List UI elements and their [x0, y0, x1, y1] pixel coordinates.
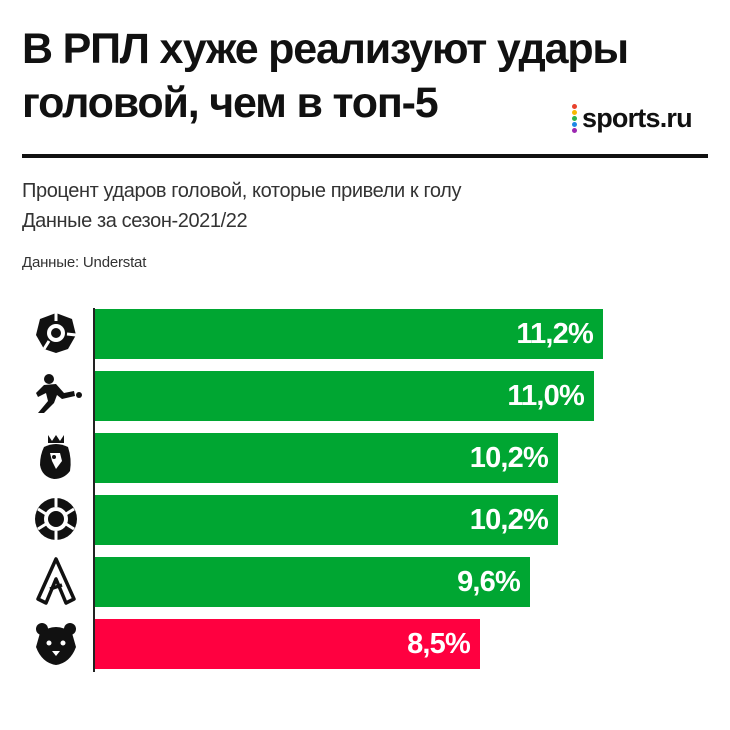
bar-value-label: 8,5% [407, 628, 471, 660]
rpl-logo-icon [30, 617, 82, 669]
title-line-1: В РПЛ хуже реализуют удары [22, 25, 629, 73]
header-divider [22, 154, 708, 158]
bundesliga-logo-icon [30, 369, 82, 421]
page-title: В РПЛ хуже реализуют удары головой, чем … [22, 22, 702, 130]
ligue1-logo-icon [30, 307, 82, 359]
bar-rpl: 8,5% [95, 619, 480, 669]
premier-league-logo-icon [30, 431, 82, 483]
bar-serie-a: 9,6% [95, 557, 530, 607]
data-source: Данные: Understat [22, 254, 147, 271]
bar-value-label: 11,0% [507, 380, 584, 412]
title-line-2: головой, чем в топ-5 [22, 79, 439, 127]
brand-dots-icon [572, 103, 578, 133]
bar-laliga: 10,2% [95, 495, 558, 545]
bar-ligue1: 11,2% [95, 309, 603, 359]
bar-value-label: 10,2% [469, 504, 549, 536]
chart-axis-line [93, 308, 95, 672]
subtitle-line-2: Данные за сезон-2021/22 [22, 210, 248, 232]
bar-value-label: 10,2% [469, 442, 549, 474]
chart-subtitle: Процент ударов головой, которые привели … [22, 176, 461, 236]
laliga-logo-icon [30, 493, 82, 545]
bar-value-label: 9,6% [457, 566, 521, 598]
bar-bundesliga: 11,0% [95, 371, 594, 421]
bar-value-label: 11,2% [516, 318, 593, 350]
serie-a-logo-icon [30, 555, 82, 607]
brand-logo: sports.ru [572, 102, 693, 134]
bar-premier-league: 10,2% [95, 433, 558, 483]
brand-name: sports.ru [582, 102, 693, 133]
subtitle-line-1: Процент ударов головой, которые привели … [22, 180, 462, 202]
